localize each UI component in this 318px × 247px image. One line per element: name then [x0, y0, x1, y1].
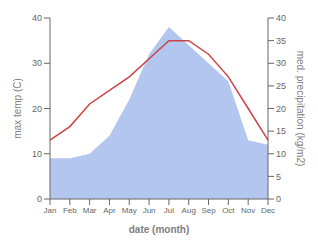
svg-text:Nov: Nov — [241, 206, 255, 215]
svg-text:Mar: Mar — [83, 206, 97, 215]
svg-text:20: 20 — [276, 104, 286, 114]
svg-text:35: 35 — [276, 36, 286, 46]
svg-text:10: 10 — [276, 149, 286, 159]
svg-text:Sep: Sep — [201, 206, 216, 215]
svg-text:May: May — [122, 206, 137, 215]
svg-text:0: 0 — [276, 194, 281, 204]
svg-text:Jun: Jun — [143, 206, 156, 215]
svg-text:15: 15 — [276, 126, 286, 136]
svg-text:Aug: Aug — [182, 206, 196, 215]
svg-text:5: 5 — [276, 172, 281, 182]
svg-text:0: 0 — [37, 194, 42, 204]
svg-text:Jul: Jul — [164, 206, 174, 215]
svg-text:Oct: Oct — [222, 206, 235, 215]
svg-text:Dec: Dec — [261, 206, 275, 215]
svg-text:40: 40 — [32, 13, 42, 23]
svg-text:Apr: Apr — [103, 206, 116, 215]
svg-text:40: 40 — [276, 13, 286, 23]
svg-text:med. precipitation (kg/m2): med. precipitation (kg/m2) — [295, 51, 306, 167]
svg-text:20: 20 — [32, 104, 42, 114]
svg-text:25: 25 — [276, 81, 286, 91]
svg-text:Feb: Feb — [63, 206, 77, 215]
svg-text:30: 30 — [32, 58, 42, 68]
svg-text:date (month): date (month) — [129, 224, 190, 235]
svg-text:10: 10 — [32, 149, 42, 159]
svg-text:Jan: Jan — [44, 206, 57, 215]
svg-text:max temp (C): max temp (C) — [12, 78, 23, 139]
svg-text:30: 30 — [276, 58, 286, 68]
